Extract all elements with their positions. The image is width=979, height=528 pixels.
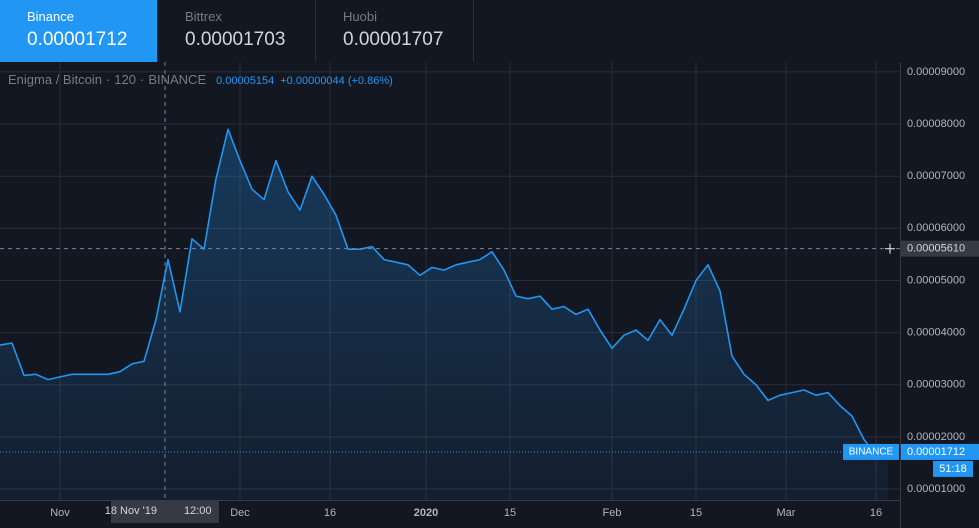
y-tick-label: 0.00001000 bbox=[907, 483, 965, 495]
crosshair-date: 18 Nov '19 bbox=[105, 505, 157, 517]
y-tick-label: 0.00004000 bbox=[907, 327, 965, 339]
exchange-tab[interactable]: Huobi 0.00001707 bbox=[316, 0, 474, 62]
interval: 120 bbox=[114, 72, 136, 87]
series-name-box bbox=[843, 443, 899, 460]
x-tick-label: 16 bbox=[324, 507, 336, 519]
price-line bbox=[0, 128, 889, 456]
series-name: BINANCE bbox=[849, 447, 894, 458]
x-tick-label: 15 bbox=[504, 507, 516, 519]
x-tick-label: Nov bbox=[50, 507, 70, 519]
separator: · bbox=[140, 72, 144, 87]
tab-price: 0.00001707 bbox=[343, 29, 444, 50]
exchange-tab[interactable]: Bittrex 0.00001703 bbox=[158, 0, 316, 62]
y-tick-label: 0.00002000 bbox=[907, 431, 965, 443]
crosshair-y-label: 0.00005610 bbox=[907, 243, 965, 255]
tab-name: Bittrex bbox=[185, 9, 222, 24]
y-tick-label: 0.00007000 bbox=[907, 170, 965, 182]
x-tick-label: 15 bbox=[690, 507, 702, 519]
y-tick-label: 0.00003000 bbox=[907, 379, 965, 391]
tab-name: Huobi bbox=[343, 9, 377, 24]
countdown: 51:18 bbox=[939, 463, 967, 475]
countdown-box bbox=[933, 460, 973, 477]
crosshair-time: 12:00 bbox=[184, 505, 212, 517]
x-tick-label: 16 bbox=[870, 507, 882, 519]
crosshair-y-box bbox=[901, 240, 979, 257]
crosshair-x-box bbox=[111, 501, 219, 523]
x-tick-label: Feb bbox=[603, 507, 622, 519]
x-tick-label: 2020 bbox=[414, 507, 438, 519]
x-tick-label: Dec bbox=[230, 507, 250, 519]
x-tick-label: Mar bbox=[777, 507, 796, 519]
chart-legend: Enigma / Bitcoin · 120 · BINANCE 0.00005154 +0… bbox=[8, 72, 393, 87]
tab-price: 0.00001712 bbox=[27, 29, 128, 50]
crosshair-plus bbox=[885, 243, 895, 254]
y-tick-label: 0.00009000 bbox=[907, 66, 965, 78]
y-tick-label: 0.00006000 bbox=[907, 222, 965, 234]
exchange-tab[interactable]: Binance 0.00001712 bbox=[0, 0, 158, 62]
exchange: BINANCE bbox=[148, 72, 206, 87]
last-price-label: 0.00001712 bbox=[907, 446, 965, 458]
tab-price: 0.00001703 bbox=[185, 29, 286, 50]
tab-name: Binance bbox=[27, 9, 74, 24]
y-tick-label: 0.00005000 bbox=[907, 274, 965, 286]
symbol-title: Enigma / Bitcoin bbox=[8, 72, 102, 87]
legend-price: 0.00005154 bbox=[216, 75, 274, 87]
last-price-box bbox=[901, 443, 979, 460]
separator: · bbox=[106, 72, 110, 87]
legend-change: +0.00000044 (+0.86%) bbox=[280, 75, 393, 87]
area bbox=[0, 129, 888, 501]
y-tick-label: 0.00008000 bbox=[907, 118, 965, 130]
